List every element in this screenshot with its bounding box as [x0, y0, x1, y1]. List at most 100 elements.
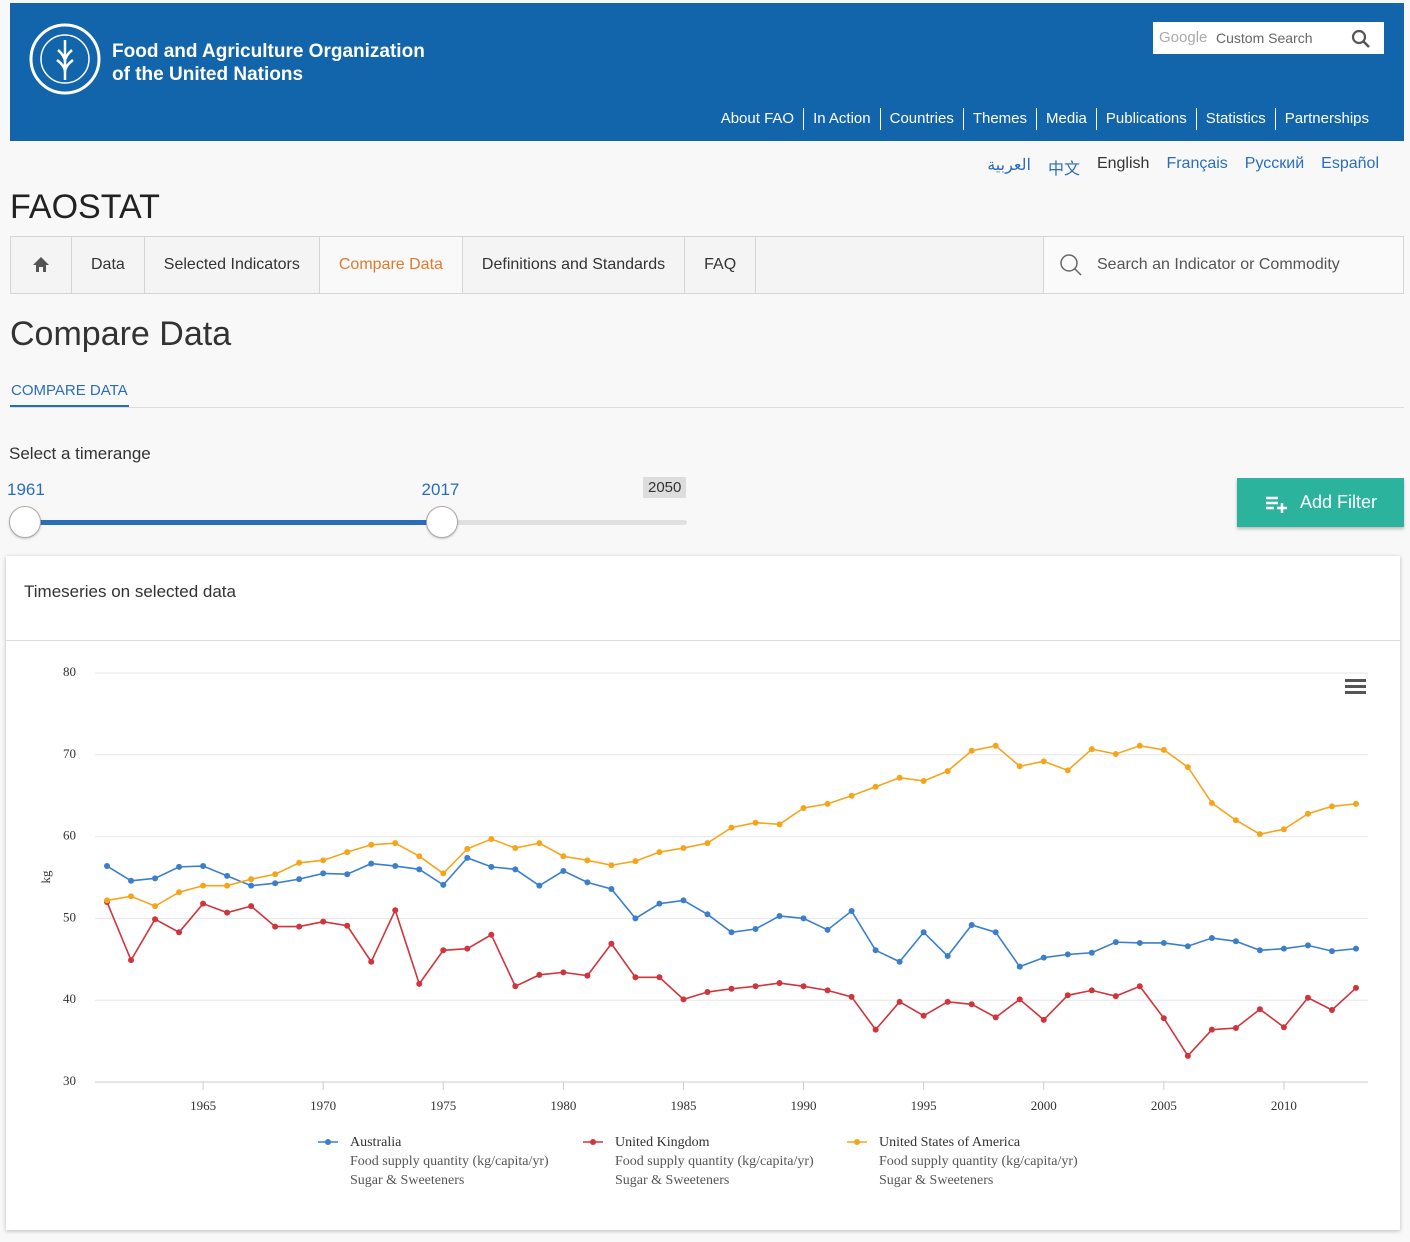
data-point — [224, 909, 231, 916]
data-point — [320, 870, 327, 877]
data-point — [1352, 984, 1359, 991]
legend-label: United States of America — [879, 1135, 1021, 1150]
data-point — [1064, 951, 1071, 958]
search-icon[interactable] — [1351, 29, 1371, 49]
language-link[interactable]: 中文 — [1047, 161, 1080, 178]
indicator-search[interactable]: Search an Indicator or Commodity — [1043, 237, 1403, 293]
tab-bar: Data Selected Indicators Compare Data Defin… — [10, 236, 1404, 294]
y-axis-label: kg — [38, 870, 53, 884]
slider-thumb[interactable] — [425, 506, 458, 538]
legend-label: Food supply quantity (kg/capita/yr) — [615, 1154, 814, 1169]
data-point — [800, 983, 807, 990]
data-point — [1088, 746, 1095, 753]
nav-link[interactable]: Partnerships — [1274, 108, 1378, 130]
add-filter-button[interactable]: Add Filter — [1237, 478, 1404, 527]
data-point — [872, 1026, 879, 1033]
legend-item[interactable]: Australia Food supply quantity (kg/capita… — [318, 1135, 549, 1188]
language-link[interactable]: Español — [1321, 155, 1379, 172]
data-point — [584, 879, 591, 886]
nav-tab[interactable]: Selected Indicators — [145, 237, 320, 293]
data-point — [848, 792, 855, 799]
nav-link[interactable]: About FAO — [720, 110, 795, 127]
nav-link[interactable]: In Action — [803, 108, 880, 130]
nav-link[interactable]: Countries — [879, 108, 963, 130]
data-point — [560, 867, 567, 874]
data-point — [800, 915, 807, 922]
data-point — [248, 882, 255, 889]
nav-link[interactable]: Media — [1036, 108, 1096, 130]
slider-thumb[interactable] — [9, 506, 41, 538]
chart-menu[interactable] — [1345, 679, 1366, 694]
data-point — [920, 777, 927, 784]
data-point — [992, 929, 999, 936]
nav-tab[interactable]: Data — [72, 237, 145, 293]
divider — [10, 407, 1404, 408]
home-tab[interactable] — [11, 237, 72, 293]
data-point — [344, 849, 351, 856]
data-point — [872, 783, 879, 790]
data-point — [368, 860, 375, 867]
y-tick-label: 70 — [63, 746, 76, 761]
legend-item[interactable]: United Kingdom Food supply quantity (kg/c… — [583, 1135, 814, 1188]
data-point — [152, 875, 159, 882]
slider-range — [25, 520, 442, 525]
data-point — [1016, 996, 1023, 1003]
language-link[interactable]: English — [1096, 155, 1150, 172]
data-point — [1160, 1015, 1167, 1022]
filter-icon — [1265, 496, 1287, 513]
nav-tab[interactable]: Definitions and Standards — [463, 237, 686, 293]
data-point — [1136, 742, 1143, 749]
data-point — [1232, 1025, 1239, 1032]
data-point — [512, 866, 519, 873]
data-point — [104, 897, 111, 904]
nav-tab[interactable]: Compare Data — [319, 237, 463, 293]
main-nav: About FAO In Action Countries Themes Media Pu… — [712, 108, 1378, 130]
x-tick-label: 1970 — [310, 1098, 336, 1113]
language-link[interactable]: Français — [1166, 155, 1228, 172]
data-point — [800, 804, 807, 811]
x-tick-label: 2000 — [1031, 1098, 1057, 1113]
fao-logo[interactable] — [28, 22, 102, 96]
data-point — [128, 877, 135, 884]
language-link[interactable]: العربية — [987, 157, 1031, 174]
data-point — [128, 957, 135, 964]
data-point — [1088, 987, 1095, 994]
timerange-slider[interactable]: 1961 2017 2050 — [0, 470, 720, 550]
data-point — [1256, 831, 1263, 838]
language-link[interactable]: Русский — [1244, 155, 1305, 172]
data-point — [656, 849, 663, 856]
legend-marker — [590, 1139, 596, 1145]
data-point — [1280, 1024, 1287, 1031]
nav-link[interactable]: Publications — [1095, 108, 1196, 130]
legend-label: United Kingdom — [615, 1135, 710, 1150]
data-point — [1304, 994, 1311, 1001]
search-icon — [1060, 254, 1082, 276]
data-point — [608, 940, 615, 947]
data-point — [872, 947, 879, 954]
data-point — [920, 929, 927, 936]
data-point — [728, 985, 735, 992]
slider-from-label: 1961 — [7, 480, 45, 499]
data-point — [1064, 992, 1071, 999]
x-tick-label: 1995 — [911, 1098, 937, 1113]
data-point — [680, 897, 687, 904]
data-point — [320, 918, 327, 925]
legend-label: Australia — [350, 1135, 402, 1150]
nav-link[interactable]: Themes — [962, 108, 1036, 130]
subtab[interactable]: COMPARE DATA — [10, 382, 129, 407]
nav-link[interactable]: Statistics — [1195, 108, 1275, 130]
data-point — [1256, 1006, 1263, 1013]
data-point — [464, 845, 471, 852]
google-search[interactable]: Google Custom Search — [1153, 22, 1384, 54]
data-point — [728, 929, 735, 936]
data-point — [704, 840, 711, 847]
legend-item[interactable]: United States of America Food supply quan… — [847, 1135, 1078, 1188]
data-point — [1208, 800, 1215, 807]
data-point — [224, 882, 231, 889]
data-point — [248, 876, 255, 883]
data-point — [1040, 758, 1047, 765]
panel-title: Timeseries on selected data — [24, 582, 236, 601]
data-point — [272, 880, 279, 887]
nav-tab[interactable]: FAQ — [685, 237, 757, 293]
